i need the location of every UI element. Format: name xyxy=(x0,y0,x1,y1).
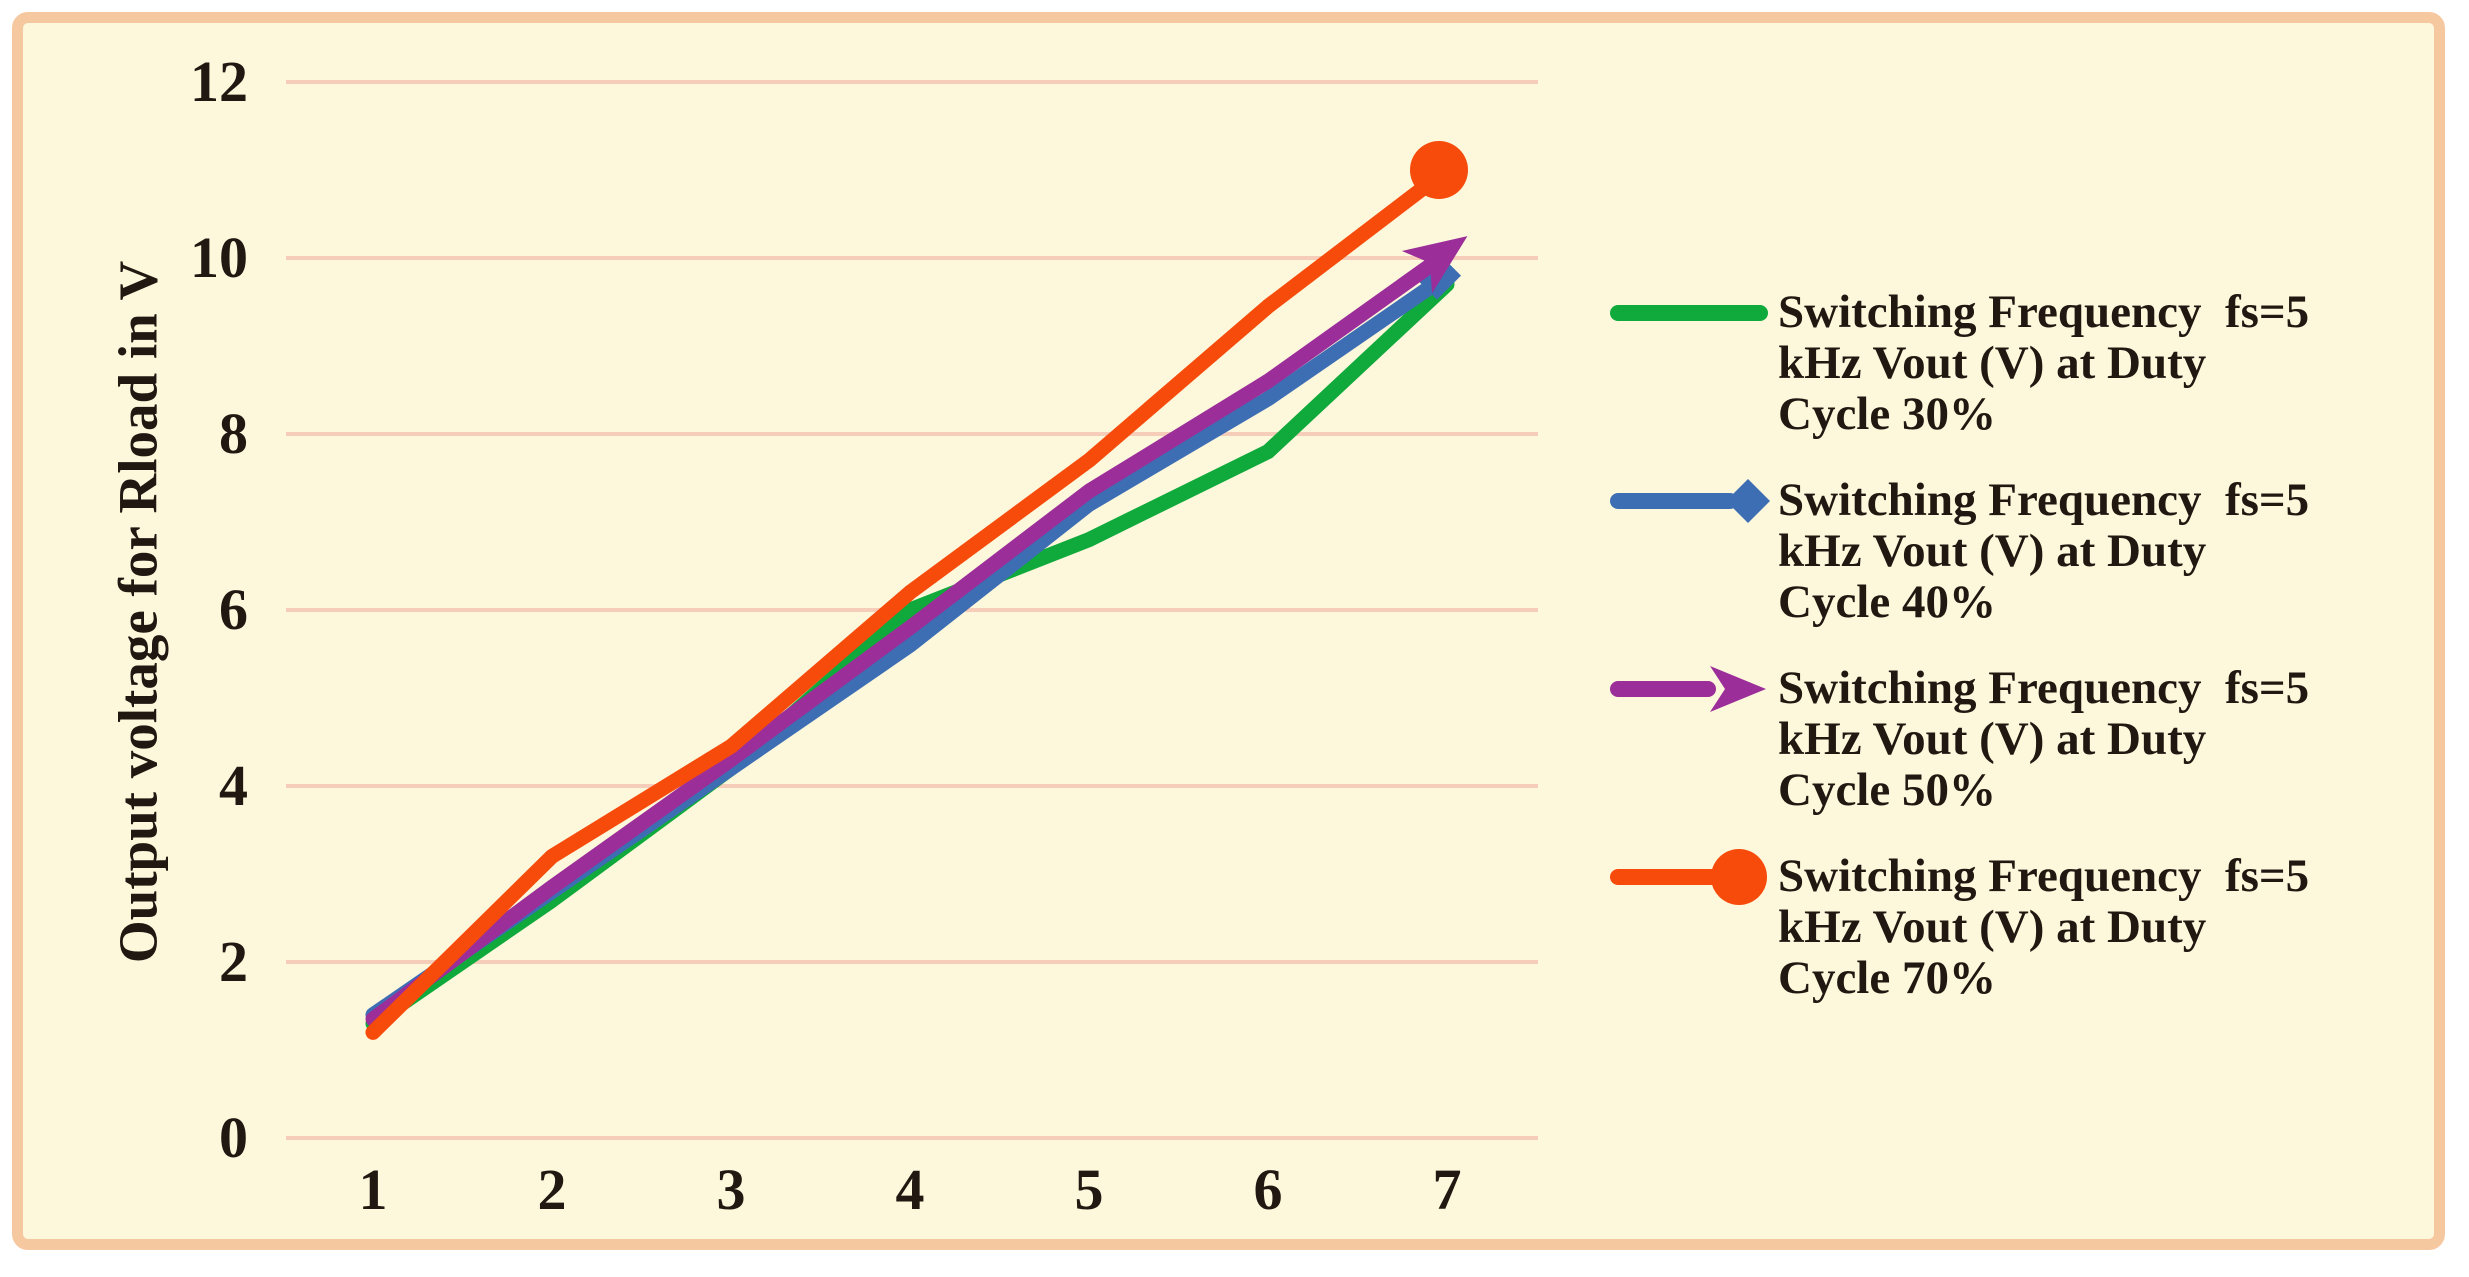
legend-marker-circle-duty-70 xyxy=(1610,849,1767,905)
legend-label-duty-70: Switching Frequency fs=5 kHz Vout (V) at … xyxy=(1778,851,2418,1004)
legend-marker-diamond-duty-40 xyxy=(1610,479,1770,523)
y-tick-label-6: 6 xyxy=(219,577,248,642)
legend-label-duty-40: Switching Frequency fs=5 kHz Vout (V) at … xyxy=(1778,475,2418,628)
legend-label-line: Cycle 70% xyxy=(1778,952,1996,1004)
series-end-marker-duty-70 xyxy=(1410,141,1468,199)
y-tick-label-12: 12 xyxy=(190,49,248,114)
legend-label-line: kHz Vout (V) at Duty xyxy=(1778,525,2207,577)
legend-label-line: Switching Frequency fs=5 xyxy=(1778,850,2310,902)
legend-marker-none-duty-30 xyxy=(1610,305,1768,321)
legend-marker-arrow-duty-50 xyxy=(1610,666,1766,712)
series-line-duty-70 xyxy=(365,162,1455,1040)
legend-entry-duty-30: Switching Frequency fs=5 kHz Vout (V) at … xyxy=(1610,287,2418,440)
series-line-duty-50 xyxy=(365,246,1455,1027)
legend-label-line: kHz Vout (V) at Duty xyxy=(1778,713,2207,765)
y-tick-label-8: 8 xyxy=(219,401,248,466)
y-tick-label-4: 4 xyxy=(219,753,248,818)
legend-label-duty-30: Switching Frequency fs=5 kHz Vout (V) at … xyxy=(1778,287,2418,440)
legend-circle-icon xyxy=(1711,849,1767,905)
legend-arrow-icon xyxy=(1710,666,1766,712)
legend-label-line: Cycle 30% xyxy=(1778,388,1996,440)
legend-label-line: kHz Vout (V) at Duty xyxy=(1778,337,2207,389)
legend-label-line: Switching Frequency fs=5 xyxy=(1778,286,2310,338)
legend-label-line: Switching Frequency fs=5 xyxy=(1778,474,2310,526)
x-tick-label-7: 7 xyxy=(1432,1157,1462,1222)
legend-label-line: Switching Frequency fs=5 xyxy=(1778,662,2310,714)
legend-label-duty-50: Switching Frequency fs=5 kHz Vout (V) at … xyxy=(1778,663,2418,816)
series-end-marker-duty-50 xyxy=(1401,236,1468,294)
legend-entry-duty-70: Switching Frequency fs=5 kHz Vout (V) at … xyxy=(1610,849,2418,1004)
legend-label-line: kHz Vout (V) at Duty xyxy=(1778,901,2207,953)
legend-label-line: Cycle 40% xyxy=(1778,576,1996,628)
legend-diamond-icon xyxy=(1726,479,1770,523)
x-tick-label-4: 4 xyxy=(895,1157,925,1222)
x-tick-label-5: 5 xyxy=(1074,1157,1104,1222)
legend-label-line: Cycle 50% xyxy=(1778,764,1996,816)
legend: Switching Frequency fs=5 kHz Vout (V) at … xyxy=(1610,0,2452,1277)
chart-panel xyxy=(12,12,2445,1250)
x-tick-label-6: 6 xyxy=(1253,1157,1283,1222)
y-tick-label-10: 10 xyxy=(190,225,248,290)
legend-entry-duty-40: Switching Frequency fs=5 kHz Vout (V) at … xyxy=(1610,475,2418,628)
y-tick-label-2: 2 xyxy=(219,929,248,994)
legend-entry-duty-50: Switching Frequency fs=5 kHz Vout (V) at … xyxy=(1610,663,2418,816)
x-tick-label-2: 2 xyxy=(537,1157,567,1222)
y-axis-title: Output voltage for Rload in V xyxy=(107,260,169,964)
y-tick-label-0: 0 xyxy=(219,1105,248,1170)
x-tick-label-3: 3 xyxy=(716,1157,746,1222)
x-tick-label-1: 1 xyxy=(358,1157,388,1222)
